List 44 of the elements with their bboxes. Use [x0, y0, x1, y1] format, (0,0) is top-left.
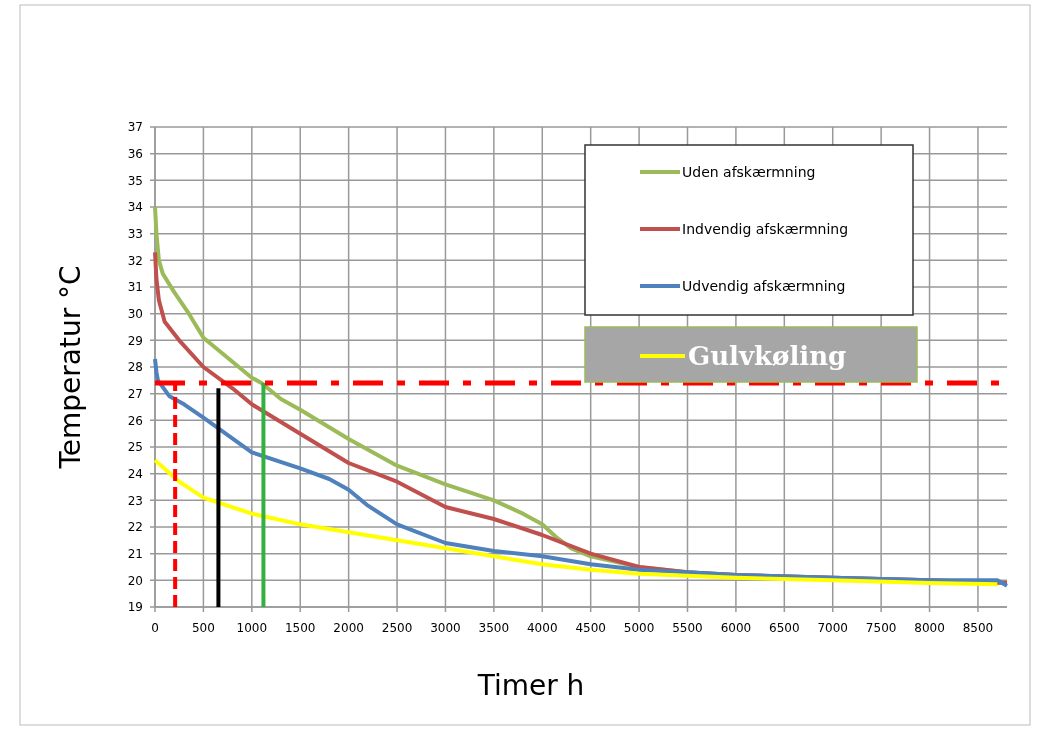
y-tick-label: 27 — [127, 386, 143, 401]
y-tick-label: 23 — [127, 493, 143, 508]
line-series — [153, 458, 1000, 587]
y-tick-label: 32 — [127, 253, 143, 268]
y-tick-label: 20 — [127, 573, 143, 588]
x-tick-label: 2000 — [333, 621, 364, 635]
y-tick-label: 28 — [127, 360, 143, 375]
x-tick-label: 5000 — [623, 621, 655, 635]
legend-label: Uden afskærmning — [682, 163, 816, 180]
y-tick-label: 22 — [127, 520, 143, 535]
x-tick-label: 5500 — [672, 621, 703, 635]
x-tick-label: 500 — [191, 621, 215, 635]
x-tick-label: 7000 — [817, 621, 848, 635]
y-axis-title: Temperatur °C — [54, 265, 87, 470]
y-tick-label: 37 — [127, 120, 143, 135]
legend-label: Gulvkøling — [688, 341, 847, 372]
x-tick-label: 0 — [151, 621, 159, 635]
y-tick-label: 36 — [127, 146, 143, 161]
x-tick-label: 1000 — [236, 621, 268, 635]
legend-label: Indvendig afskærmning — [682, 220, 849, 237]
x-tick-label: 3000 — [430, 621, 461, 635]
y-tick-label: 24 — [127, 466, 143, 481]
y-tick-label: 30 — [127, 306, 143, 321]
x-tick-label: 4500 — [575, 621, 606, 635]
y-tick-label: 33 — [127, 226, 143, 241]
y-tick-label: 29 — [127, 333, 143, 348]
y-tick-label: 35 — [127, 173, 143, 188]
y-tick-label: 21 — [127, 546, 143, 561]
x-tick-label: 2500 — [381, 621, 413, 635]
y-tick-label: 26 — [127, 413, 143, 428]
y-tick-label: 19 — [127, 600, 143, 615]
x-tick-label: 1500 — [284, 621, 316, 635]
x-tick-label: 4000 — [527, 621, 558, 635]
x-tick-label: 7500 — [865, 621, 897, 635]
y-tick-label: 25 — [127, 440, 143, 455]
y-tick-label: 34 — [127, 200, 143, 215]
x-axis-title: Timer h — [476, 669, 585, 702]
x-tick-label: 6500 — [769, 621, 800, 635]
x-tick-label: 3500 — [478, 621, 510, 635]
x-tick-label: 6000 — [720, 621, 752, 635]
x-tick-label: 8500 — [962, 621, 994, 635]
y-tick-label: 31 — [127, 280, 143, 295]
x-tick-label: 8000 — [914, 621, 945, 635]
legend-label: Udvendig afskærmning — [682, 277, 846, 294]
